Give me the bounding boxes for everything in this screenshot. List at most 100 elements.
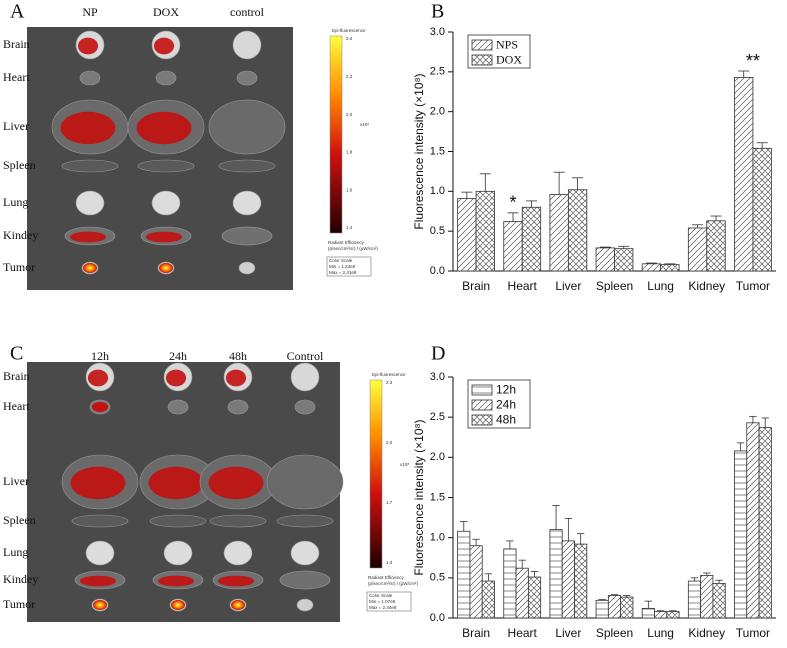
- row-label: Lung: [3, 195, 28, 209]
- x-tick-label: Heart: [508, 626, 538, 640]
- error-bar: [530, 571, 539, 578]
- legend-swatch: [471, 54, 493, 66]
- organ: [236, 70, 258, 86]
- legend-label: 48h: [496, 413, 516, 427]
- panel-label: A: [10, 1, 25, 23]
- row-label: Spleen: [3, 158, 36, 172]
- organ: [71, 514, 129, 528]
- colorbar-tick: 2.3: [386, 380, 393, 385]
- bar: [641, 607, 655, 619]
- row-label: Brain: [3, 369, 30, 383]
- colorbar-tick: 2.4: [346, 36, 353, 41]
- bar: [481, 580, 495, 619]
- y-axis-label: Fluorescence intensity (×10⁸): [412, 419, 426, 575]
- colorbar: [329, 35, 343, 234]
- panel-label: C: [10, 343, 23, 365]
- organ: [232, 30, 262, 60]
- y-tick-label: 1.0: [430, 532, 445, 544]
- error-bar: [552, 505, 560, 530]
- bar: [687, 580, 702, 619]
- x-tick-label: Kidney: [688, 626, 725, 640]
- error-bar: [715, 579, 723, 584]
- y-tick-label: 0.5: [430, 572, 445, 584]
- y-tick-label: 0.0: [430, 265, 445, 277]
- organ: [209, 514, 267, 528]
- colorbar-tick: 1.8: [346, 150, 353, 155]
- colorscale-max: Max = 2.41e8: [329, 270, 357, 275]
- fluorescence: [77, 37, 99, 55]
- legend-swatch: [471, 399, 493, 411]
- organ: [290, 362, 320, 392]
- legend-swatch: [471, 384, 493, 396]
- legend-swatch: [471, 414, 493, 426]
- y-axis-label: Fluorescence intensity (×10⁸): [412, 73, 426, 229]
- error-bar: [623, 595, 631, 598]
- row-label: Liver: [3, 474, 29, 488]
- organ: [223, 540, 253, 566]
- y-tick-label: 1.5: [430, 491, 445, 503]
- y-tick-label: 2.5: [430, 66, 445, 78]
- bar: [734, 450, 748, 619]
- bar: [457, 530, 471, 619]
- y-tick-label: 0.5: [430, 225, 445, 237]
- fluorescence: [136, 111, 192, 145]
- y-tick-label: 1.0: [430, 185, 445, 197]
- error-bar: [572, 177, 584, 190]
- y-tick-label: 0.0: [430, 612, 445, 624]
- organ: [218, 159, 276, 173]
- error-bar: [598, 599, 606, 601]
- significance-marker: *: [509, 193, 516, 213]
- organ: [79, 70, 101, 86]
- legend-label: 24h: [496, 398, 516, 412]
- error-bar: [761, 417, 769, 428]
- fluorescence: [165, 369, 187, 387]
- colorbar-unit: Radiant Efficiency: [368, 575, 405, 580]
- fluorescence: [231, 600, 245, 610]
- error-bar: [656, 610, 665, 612]
- fluorescence: [218, 575, 254, 587]
- row-label: Brain: [3, 37, 30, 51]
- fluorescence: [83, 263, 97, 273]
- colorscale-min: Min = 1.07e8: [369, 599, 396, 604]
- bar: [734, 77, 754, 272]
- bar: [706, 220, 726, 272]
- fluorescence: [60, 111, 116, 145]
- colorbar-tick: 1.6: [346, 187, 353, 192]
- y-tick-label: 3.0: [430, 371, 445, 383]
- error-bar: [610, 594, 619, 596]
- legend-label: DOX: [496, 52, 522, 66]
- fluorescence: [159, 263, 173, 273]
- bar: [527, 576, 542, 619]
- error-bar: [518, 559, 526, 569]
- y-tick-label: 2.0: [430, 106, 445, 118]
- bar: [595, 247, 615, 272]
- x-tick-label: Lung: [647, 626, 674, 640]
- bar: [712, 583, 726, 619]
- error-bar: [749, 415, 757, 423]
- fluorescence: [148, 466, 204, 500]
- organ: [296, 598, 314, 612]
- fluorescence: [92, 402, 108, 412]
- organ: [221, 226, 273, 246]
- row-label: Kindey: [3, 228, 38, 242]
- organ: [227, 399, 249, 415]
- colorbar-tick: 2.0: [346, 112, 353, 117]
- colorscale-title: Color Scale: [369, 593, 393, 598]
- bar: [549, 194, 569, 272]
- error-bar: [703, 572, 711, 576]
- organ: [75, 190, 105, 216]
- bar: [561, 540, 575, 619]
- x-tick-label: Tumor: [736, 626, 770, 640]
- row-label: Spleen: [3, 513, 36, 527]
- fluorescence: [93, 600, 107, 610]
- x-tick-label: Lung: [647, 279, 674, 293]
- bar: [475, 190, 495, 272]
- error-bar: [692, 224, 704, 228]
- bar: [666, 611, 680, 619]
- colorbar-exponent: x10⁸: [360, 122, 369, 127]
- colorbar-tick: 1.7: [386, 500, 393, 505]
- bar: [469, 545, 483, 619]
- bar: [660, 264, 680, 272]
- column-label: control: [230, 5, 265, 19]
